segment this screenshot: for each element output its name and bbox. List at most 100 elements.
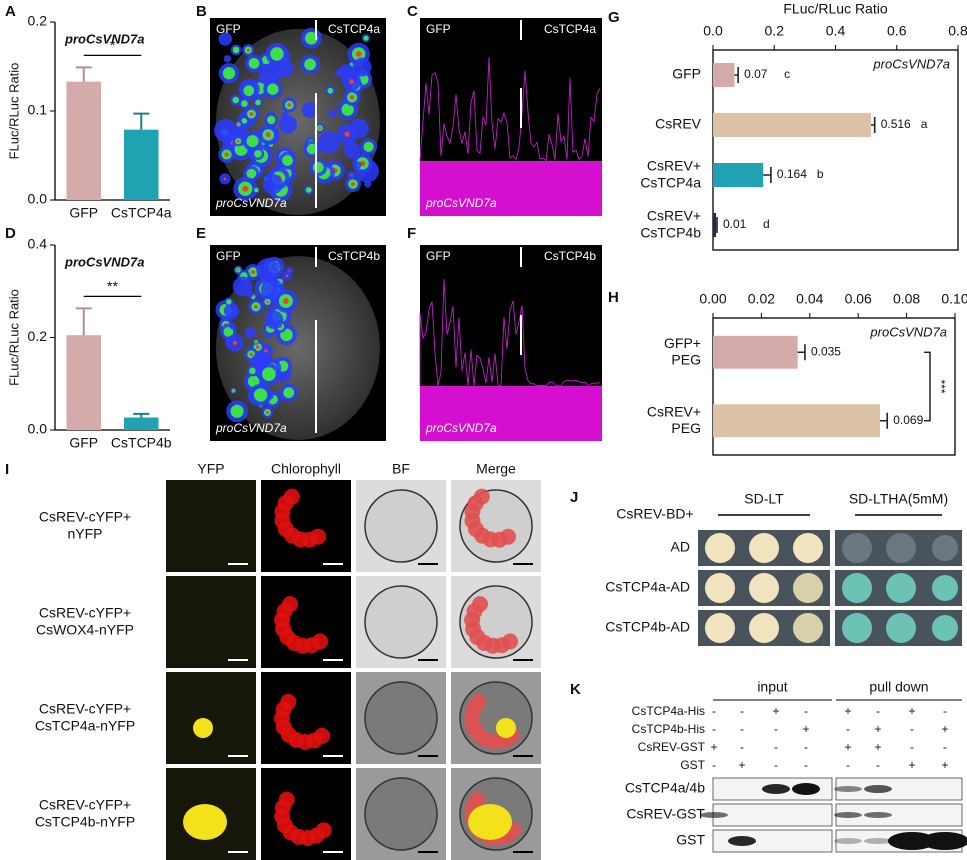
band xyxy=(762,784,790,794)
y-tick-label: GFP+ PEG xyxy=(664,335,701,368)
signal xyxy=(267,83,279,95)
significance-bracket xyxy=(924,351,931,422)
signal xyxy=(312,161,324,173)
image-label: CsTCP4a xyxy=(328,22,380,36)
sign: + xyxy=(908,704,915,718)
x-axis-label: FLuc/RLuc Ratio xyxy=(783,1,887,17)
band xyxy=(792,783,820,795)
value-label: 0.516 xyxy=(881,117,911,131)
signal xyxy=(264,348,268,353)
signal xyxy=(281,111,290,120)
sign: - xyxy=(774,740,778,754)
decor xyxy=(166,18,967,860)
sign: + xyxy=(874,722,881,736)
chloroplast xyxy=(313,727,330,744)
error-bar xyxy=(133,112,150,130)
band xyxy=(888,832,936,850)
signal xyxy=(349,79,354,85)
row-label: CsTCP4a/4b xyxy=(625,780,705,796)
blot xyxy=(712,803,833,827)
annotation: proCsVND7a xyxy=(869,324,947,339)
panel-letter: B xyxy=(196,3,207,20)
annotation: proCsVND7a xyxy=(872,56,950,71)
y-tick-label: 0.0 xyxy=(28,191,48,207)
sign: - xyxy=(943,704,947,718)
error-bar xyxy=(75,307,92,336)
error-bar xyxy=(75,66,92,82)
column-header: SD-LT xyxy=(744,491,784,507)
image-label: GFP xyxy=(216,249,241,263)
row-label: GST xyxy=(680,758,705,772)
signal xyxy=(258,63,281,86)
colony xyxy=(749,533,779,563)
sign: + xyxy=(710,740,717,754)
band xyxy=(864,838,892,844)
signal xyxy=(254,150,262,158)
column-header: YFP xyxy=(197,461,224,477)
row-label: CsTCP4b-His xyxy=(632,722,705,736)
y-tick-label: CsREV+ CsTCP4b xyxy=(640,207,701,240)
row-label: CsTCP4a-AD xyxy=(605,579,690,595)
sign: + xyxy=(908,758,915,772)
text-line: CsREV-cYFP+ xyxy=(39,508,131,524)
x-tick-label: 0.0 xyxy=(703,23,723,39)
signal xyxy=(264,310,284,330)
colony xyxy=(932,615,958,641)
x-tick-label: 0.04 xyxy=(796,291,823,307)
panel-letter: I xyxy=(5,461,9,478)
x-tick-label: CsTCP4a xyxy=(111,205,172,221)
sign: - xyxy=(804,758,808,772)
y-tick-label: CsREV xyxy=(655,116,702,132)
signal xyxy=(232,276,253,297)
error-bar xyxy=(871,117,876,133)
signal xyxy=(285,274,289,278)
x-tick-label: 0.2 xyxy=(765,23,785,39)
signal xyxy=(270,47,284,61)
signal xyxy=(283,387,295,399)
signal xyxy=(351,182,356,187)
signal xyxy=(254,187,259,193)
colony xyxy=(932,535,958,561)
colony xyxy=(749,573,779,603)
y-tick-label: 0.1 xyxy=(28,102,48,118)
colony xyxy=(793,533,823,563)
significance-label: *** xyxy=(934,379,948,393)
group-label: input xyxy=(757,679,787,695)
y-axis-label: FLuc/RLuc Ratio xyxy=(6,63,21,160)
signal xyxy=(262,367,276,382)
band xyxy=(834,838,862,844)
panel-letter: E xyxy=(196,225,206,242)
signal xyxy=(246,48,250,52)
sign: - xyxy=(740,722,744,736)
x-tick-label: 0.4 xyxy=(826,23,846,39)
signal xyxy=(246,168,257,179)
error-bar xyxy=(879,412,889,429)
group-label: pull down xyxy=(869,679,928,695)
signal xyxy=(232,46,240,54)
signal xyxy=(243,85,255,97)
column-header: Chlorophyll xyxy=(271,461,341,477)
sign: - xyxy=(943,740,947,754)
promoter-label: proCsVND7a xyxy=(215,196,287,210)
signal xyxy=(224,152,229,157)
error-bar xyxy=(716,217,718,233)
signal xyxy=(328,109,337,118)
promoter-label: proCsVND7a xyxy=(425,196,497,210)
column-header: SD-LTHA(5mM) xyxy=(849,491,948,507)
signal xyxy=(304,58,316,71)
y-tick-label: GFP xyxy=(672,66,701,82)
band xyxy=(728,836,756,846)
micrograph xyxy=(166,672,256,764)
bar xyxy=(713,113,872,137)
y-tick-label: CsREV+ CsTCP4a xyxy=(640,157,701,190)
colony xyxy=(705,573,735,603)
signal xyxy=(266,300,269,304)
signal xyxy=(282,298,289,304)
text-line: CsTCP4a xyxy=(640,174,701,190)
text-line: CsWOX4-nYFP xyxy=(36,621,134,637)
value-label: 0.164 xyxy=(777,167,807,181)
significance-letter: b xyxy=(817,167,824,181)
signal xyxy=(229,322,237,330)
row-label: CsREV-cYFP+ CsTCP4a-nYFP xyxy=(35,700,135,733)
